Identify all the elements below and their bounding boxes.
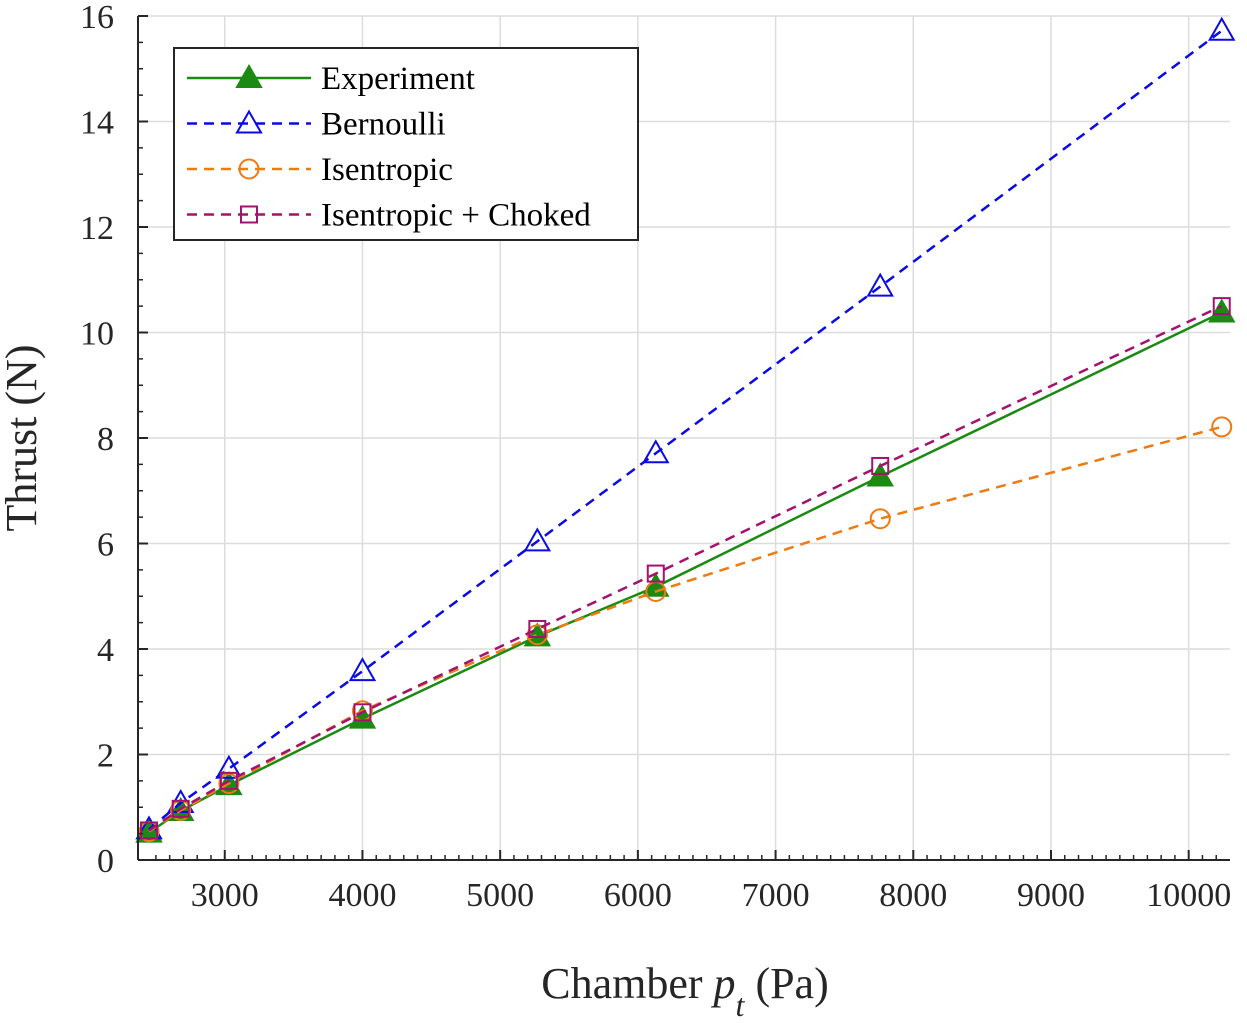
y-tick-label: 2 [97,738,114,775]
y-tick-label: 12 [80,210,114,247]
data-point [642,439,670,464]
legend-marker [238,158,260,180]
data-point [218,773,240,795]
data-point [646,564,665,583]
legend-label: Isentropic [321,152,453,188]
data-point [866,272,894,297]
data-point [353,703,372,722]
y-tick-label: 16 [80,0,114,36]
y-tick-label: 8 [97,421,114,458]
legend-item: Experiment [187,61,475,97]
x-tick-label: 10000 [1146,877,1231,914]
data-point [871,456,890,475]
data-point [1211,416,1233,438]
y-tick-label: 4 [97,632,114,669]
legend-item: Isentropic + Choked [187,198,591,234]
legend-item: Bernoulli [187,107,446,143]
series-layer [135,16,1236,843]
x-tick-label: 5000 [466,877,534,914]
data-point [215,754,243,779]
legend-marker [235,109,263,134]
x-axis-label-sub: t [736,987,746,1023]
data-point [523,527,552,552]
x-axis-label-unit: (Pa) [744,959,828,1008]
x-axis-label: Chamber pt (Pa) [541,959,829,1023]
y-tick-label: 6 [97,527,114,564]
x-tick-label: 8000 [879,877,947,914]
data-point [869,508,891,530]
data-point [1208,298,1236,323]
series-line [148,304,1223,832]
data-point [1212,297,1231,316]
series-isentropic-choked [140,297,1231,840]
y-tick-label: 10 [80,316,114,353]
legend-marker [235,63,263,88]
legend-marker [240,205,258,224]
data-point [1208,16,1236,41]
y-axis-label: Thrust (N) [0,345,46,532]
series-experiment [135,298,1236,843]
x-tick-label: 9000 [1017,877,1085,914]
x-tick-label: 4000 [328,877,396,914]
legend: Experiment Bernoulli Isentropic Isentropic … [173,47,639,241]
legend-label: Isentropic + Choked [321,198,591,234]
grid-lines [138,15,1230,861]
series-isentropic [138,416,1233,843]
series-line [148,29,1223,831]
axes [137,15,1230,861]
x-axis-label-main: Chamber [541,959,713,1008]
legend-label: Bernoulli [321,107,446,143]
legend-label: Experiment [321,61,475,97]
data-point [528,619,547,638]
tick-labels: 3000 4000 5000 6000 7000 8000 9000 10000 0 2 4 6 8 10… [80,0,1231,914]
data-point [219,771,238,790]
x-tick-label: 7000 [742,877,810,914]
x-axis-label-var: p [711,959,736,1008]
legend-item: Isentropic [187,152,453,188]
data-point [171,799,190,818]
data-point [348,657,377,682]
y-tick-label: 14 [80,105,114,142]
x-tick-label: 6000 [604,877,672,914]
series-line [148,425,1223,833]
y-tick-label: 0 [97,843,114,880]
x-tick-label: 3000 [191,877,259,914]
data-point [523,622,552,647]
data-point [140,821,159,840]
data-point [866,462,894,487]
